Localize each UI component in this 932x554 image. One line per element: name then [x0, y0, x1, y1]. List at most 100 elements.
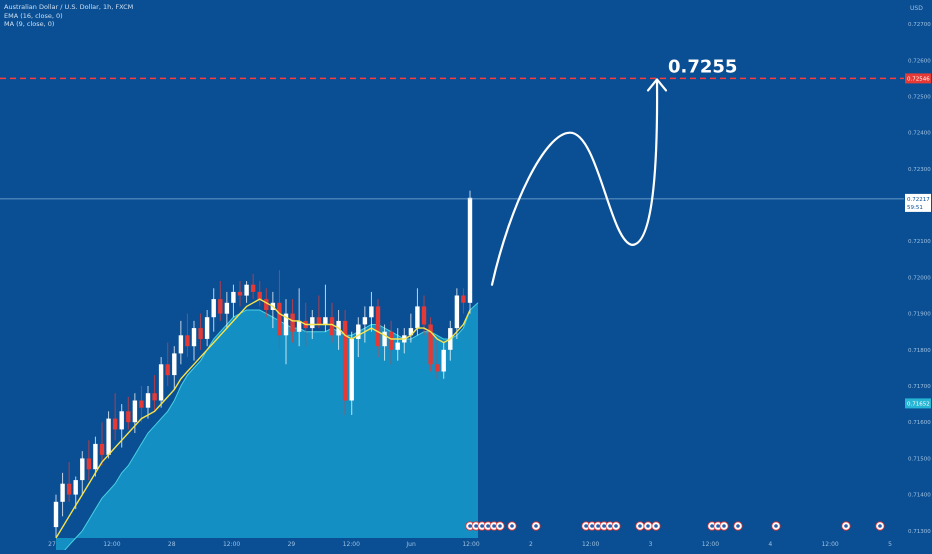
candle-body: [165, 364, 170, 376]
time-tick-label: 12:00: [103, 541, 120, 548]
economic-event-icon[interactable]: [733, 521, 743, 531]
economic-event-icon[interactable]: [507, 521, 517, 531]
current-price-tag: [905, 193, 931, 212]
ma-area: [56, 302, 478, 554]
event-flag-center: [608, 524, 612, 528]
candle: [93, 436, 98, 477]
candle-body: [382, 331, 387, 347]
candle-body: [461, 295, 466, 303]
projection-curve: [490, 79, 659, 286]
economic-events-row[interactable]: [465, 521, 885, 531]
price-tick-label: 0.71700: [908, 384, 931, 390]
time-tick-label: 3: [649, 541, 653, 548]
candle-body: [369, 306, 374, 318]
ma-price-tag: [905, 398, 931, 409]
candle: [224, 291, 230, 329]
candle: [277, 270, 282, 350]
event-flag-center: [638, 524, 642, 528]
ma-indicator-label[interactable]: MA (9, close, 0): [4, 20, 55, 28]
candle: [73, 476, 78, 510]
economic-event-icon[interactable]: [771, 521, 781, 531]
candle-body: [237, 291, 243, 296]
candle: [296, 288, 302, 347]
ema-line-layer: [55, 298, 471, 539]
candle-body: [191, 328, 197, 347]
candle-body: [329, 317, 335, 336]
candle: [145, 386, 151, 419]
candle-body: [211, 299, 216, 318]
candle-body: [185, 335, 190, 347]
event-flag-center: [736, 524, 740, 528]
time-tick-label: 28: [168, 541, 176, 548]
candle-body: [178, 335, 184, 354]
price-tick-label: 0.72300: [908, 167, 931, 173]
current-price-tag-label: 0.72217: [907, 197, 930, 203]
economic-event-icon[interactable]: [643, 521, 653, 531]
candle-body: [60, 483, 65, 502]
candle-body: [198, 328, 203, 339]
event-flag-center: [480, 524, 484, 528]
candle: [66, 462, 72, 502]
chart-legend[interactable]: Australian Dollar / U.S. Dollar, 1h, FXC…: [4, 3, 133, 29]
candle-body: [342, 320, 348, 401]
economic-event-icon[interactable]: [719, 521, 729, 531]
economic-event-icon[interactable]: [841, 521, 851, 531]
economic-event-icon[interactable]: [611, 521, 621, 531]
candle-body: [106, 418, 111, 455]
event-flag-center: [596, 524, 600, 528]
candle-body: [218, 299, 223, 314]
price-tick-label: 0.72000: [908, 275, 931, 281]
candle-body: [375, 306, 381, 347]
time-axis[interactable]: 27 12:00 28 12:00 29 12:00 Jun 12:00 2 12:00 3 12:0…: [48, 541, 892, 548]
event-flag-center: [878, 524, 882, 528]
event-flag-center: [710, 524, 714, 528]
candle-body: [152, 393, 157, 401]
economic-event-icon[interactable]: [531, 521, 541, 531]
candle: [99, 422, 105, 466]
candle-body: [264, 299, 269, 310]
economic-event-icon[interactable]: [635, 521, 645, 531]
candle: [158, 357, 164, 408]
projection-arrowhead: [646, 78, 668, 92]
candle: [375, 299, 381, 358]
candle-body: [467, 197, 473, 303]
time-tick-label: Jun: [405, 541, 416, 548]
economic-event-icon[interactable]: [495, 521, 505, 531]
event-flag-center: [774, 524, 778, 528]
candle: [441, 342, 446, 379]
candle: [408, 313, 414, 343]
event-flag-center: [602, 524, 606, 528]
price-axis[interactable]: USD 0.72700 0.72600 0.72500 0.72400 0.72300 0.…: [905, 0, 932, 550]
time-tick-label: 5: [888, 541, 892, 548]
event-flag-center: [468, 524, 472, 528]
candle-body: [362, 317, 368, 325]
candle: [467, 190, 473, 314]
candle: [329, 302, 335, 343]
price-axis-bg: [905, 0, 932, 550]
symbol-title[interactable]: Australian Dollar / U.S. Dollar, 1h, FXC…: [4, 3, 134, 11]
candle-body: [310, 317, 315, 329]
event-flag-center: [492, 524, 496, 528]
candle: [198, 313, 203, 350]
event-flag-center: [534, 524, 538, 528]
candle-body: [132, 400, 138, 423]
candle-body: [231, 291, 236, 303]
event-flag-center: [614, 524, 618, 528]
candle: [257, 281, 262, 307]
candle-body: [145, 393, 151, 408]
economic-event-icon[interactable]: [651, 521, 661, 531]
candles-layer: [53, 190, 473, 538]
candle-body: [428, 324, 433, 365]
economic-event-icon[interactable]: [875, 521, 885, 531]
target-label: 0.7255: [668, 56, 737, 77]
event-flag-center: [510, 524, 514, 528]
projection-arrow-layer: 0.7255: [490, 56, 737, 286]
time-tick-label: 12:00: [223, 541, 240, 548]
ema-indicator-label[interactable]: EMA (16, close, 0): [4, 11, 63, 20]
candle-body: [66, 483, 72, 495]
candle: [191, 320, 197, 361]
event-flag-center: [716, 524, 720, 528]
candle: [395, 328, 400, 361]
